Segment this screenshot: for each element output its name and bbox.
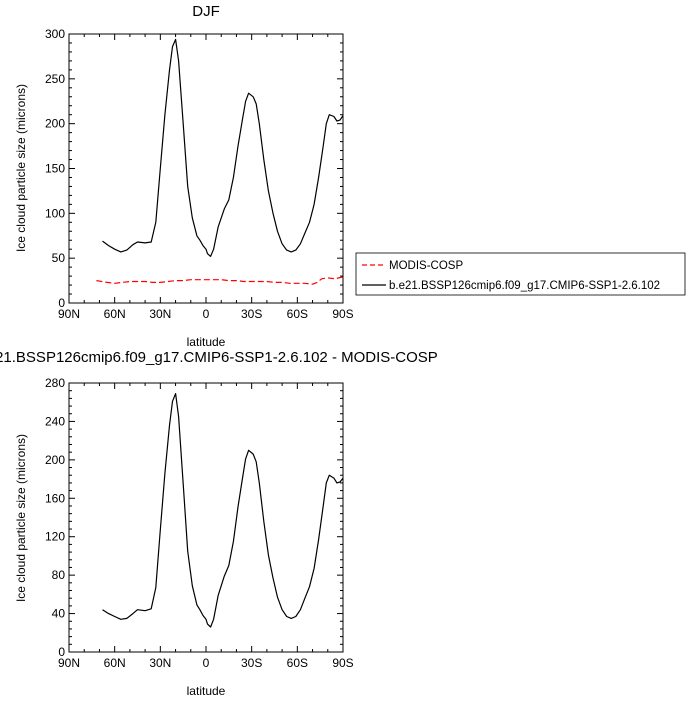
chart-top-ytick-label: 300 — [45, 27, 65, 41]
chart-top-xtick-label: 90S — [332, 307, 353, 321]
chart-bottom-xtick-label: 90S — [332, 656, 353, 670]
chart-bottom-ytick-label: 280 — [45, 376, 65, 390]
chart-bottom-xtick-label: 60N — [104, 656, 126, 670]
chart-top-frame — [68, 33, 344, 304]
chart-top-ytick-label: 150 — [45, 162, 65, 176]
chart-bottom-title: b.e21.BSSP126cmip6.f09_g17.CMIP6-SSP1-2.… — [0, 349, 438, 366]
chart-bottom-ytick-label: 200 — [45, 453, 65, 467]
chart-bottom-xtick-label: 30S — [241, 656, 262, 670]
chart-bottom-ytick-label: 240 — [45, 414, 65, 428]
chart-top-ytick-label: 0 — [58, 296, 65, 310]
chart-bottom-series — [102, 393, 344, 628]
legend: MODIS-COSP b.e21.BSSP126cmip6.f09_g17.CM… — [355, 252, 686, 296]
chart-bottom-ticks: 90N 60N 30N 0 30S 60S 90S 0 40 80 120 160 200 240 280 — [45, 376, 354, 670]
chart-bottom-xtick-label: 60S — [287, 656, 308, 670]
chart-bottom-ylabel: Ice cloud particle size (microns) — [14, 434, 28, 602]
chart-bottom-frame — [68, 382, 344, 653]
chart-top-ylabel: Ice cloud particle size (microns) — [14, 84, 28, 252]
chart-bottom-ytick-label: 0 — [58, 645, 65, 659]
legend-label-modis: MODIS-COSP — [389, 260, 463, 272]
chart-top-series-line-1 — [102, 38, 344, 257]
chart-top-ytick-label: 200 — [45, 117, 65, 131]
chart-bottom: b.e21.BSSP126cmip6.f09_g17.CMIP6-SSP1-2.… — [0, 349, 438, 698]
chart-top-series-line-0 — [96, 276, 344, 285]
chart-bottom-ytick-label: 120 — [45, 530, 65, 544]
chart-bottom-xlabel: latitude — [187, 684, 226, 698]
chart-bottom-ytick-label: 40 — [52, 607, 66, 621]
chart-top-xtick-label: 90N — [58, 307, 80, 321]
chart-top-series — [96, 38, 344, 285]
chart-top-xtick-label: 60N — [104, 307, 126, 321]
chart-top-xtick-label: 60S — [287, 307, 308, 321]
chart-top-ytick-label: 100 — [45, 206, 65, 220]
chart-bottom-series-line-0 — [102, 393, 344, 628]
chart-top-xlabel: latitude — [187, 335, 226, 349]
chart-top: DJF Ice cloud particle size (microns) la… — [14, 3, 354, 349]
chart-bottom-ytick-label: 160 — [45, 491, 65, 505]
chart-bottom-xtick-label: 90N — [58, 656, 80, 670]
legend-box — [355, 252, 686, 296]
chart-top-ytick-label: 50 — [52, 251, 66, 265]
chart-bottom-xtick-label: 0 — [203, 656, 210, 670]
chart-top-ticks: 90N 60N 30N 0 30S 60S 90S 0 50 100 150 200 250 300 — [45, 27, 354, 321]
chart-top-xtick-label: 30N — [149, 307, 171, 321]
chart-top-title: DJF — [192, 3, 220, 20]
chart-bottom-xtick-label: 30N — [149, 656, 171, 670]
chart-top-xtick-label: 0 — [203, 307, 210, 321]
chart-bottom-ytick-label: 80 — [52, 568, 66, 582]
chart-top-ytick-label: 250 — [45, 72, 65, 86]
legend-label-model: b.e21.BSSP126cmip6.f09_g17.CMIP6-SSP1-2.… — [389, 280, 660, 292]
chart-top-xtick-label: 30S — [241, 307, 262, 321]
